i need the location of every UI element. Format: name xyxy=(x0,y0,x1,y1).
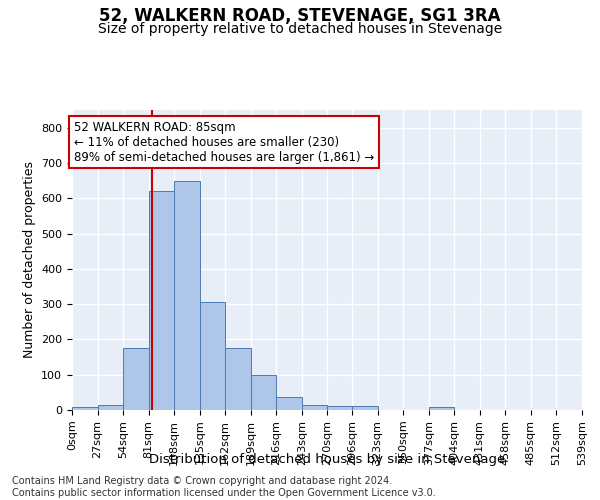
Bar xyxy=(429,407,454,410)
Bar xyxy=(302,404,328,410)
Text: 52 WALKERN ROAD: 85sqm
← 11% of detached houses are smaller (230)
89% of semi-de: 52 WALKERN ROAD: 85sqm ← 11% of detached… xyxy=(74,120,374,164)
Text: 52, WALKERN ROAD, STEVENAGE, SG1 3RA: 52, WALKERN ROAD, STEVENAGE, SG1 3RA xyxy=(99,8,501,26)
Bar xyxy=(225,348,251,410)
Bar xyxy=(174,180,200,410)
Bar xyxy=(328,406,352,410)
Bar xyxy=(123,348,149,410)
Bar xyxy=(149,191,174,410)
Bar xyxy=(72,407,98,410)
Text: Size of property relative to detached houses in Stevenage: Size of property relative to detached ho… xyxy=(98,22,502,36)
Text: Distribution of detached houses by size in Stevenage: Distribution of detached houses by size … xyxy=(149,452,505,466)
Bar xyxy=(352,406,377,410)
Bar xyxy=(98,406,123,410)
Bar xyxy=(200,302,225,410)
Text: Contains HM Land Registry data © Crown copyright and database right 2024.
Contai: Contains HM Land Registry data © Crown c… xyxy=(12,476,436,498)
Bar xyxy=(277,396,302,410)
Y-axis label: Number of detached properties: Number of detached properties xyxy=(23,162,35,358)
Bar xyxy=(251,376,277,410)
